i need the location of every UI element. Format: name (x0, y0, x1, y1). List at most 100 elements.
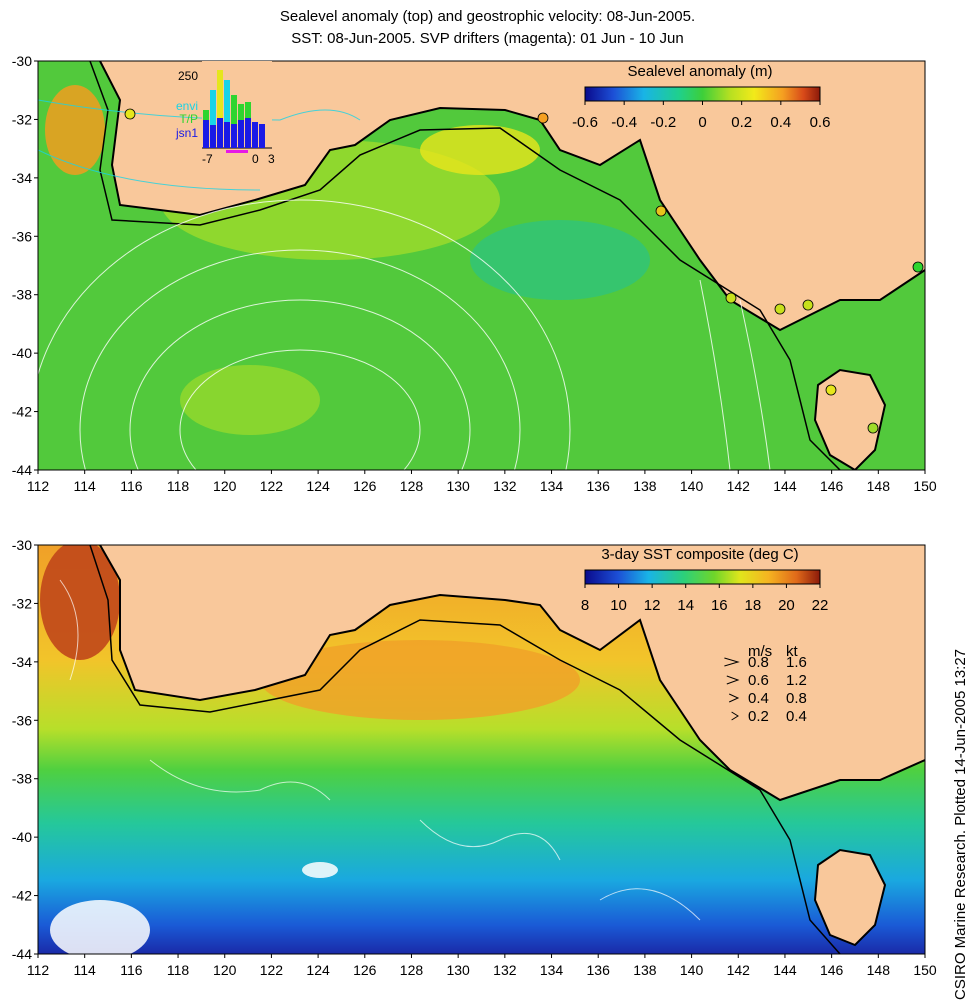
lon-tick-label: 134 (540, 478, 564, 494)
lat-tick-label: -42 (12, 888, 32, 904)
lat-tick-label: -34 (12, 170, 32, 186)
cloud-mask (302, 862, 338, 878)
lon-tick-label: 124 (306, 962, 330, 978)
lon-tick-label: 136 (587, 962, 611, 978)
sla-warm-patch (180, 365, 320, 435)
velocity-key-kt-header: kt (786, 643, 799, 660)
lon-tick-label: 120 (213, 962, 237, 978)
velocity-key-kt: 0.8 (786, 690, 807, 707)
sla-map-frame (37, 60, 926, 471)
inset-bar (217, 70, 223, 118)
lat-tick-label: -36 (12, 712, 32, 728)
drifter-marker (725, 292, 737, 304)
sst-map-panel: 3-day SST composite (deg C) 8 10 12 14 16 18 2… (37, 544, 926, 955)
velocity-key-ms: 0.6 (748, 672, 769, 689)
velocity-key-ms: 0.4 (748, 690, 769, 707)
lon-tick-label: 126 (353, 962, 377, 978)
lon-tick-label: 148 (867, 962, 891, 978)
sla-high-patch (420, 125, 540, 175)
colorbar-tick-label: 0.4 (770, 114, 791, 131)
lon-tick-label: 138 (633, 478, 657, 494)
velocity-key-ms-header: m/s (748, 643, 772, 660)
drifter-marker (774, 303, 786, 315)
drifter-marker (537, 112, 549, 124)
coastline (99, 545, 925, 802)
velocity-key-kt: 1.2 (786, 672, 807, 689)
lat-tick-label: -30 (12, 53, 32, 69)
lon-tick-label: 116 (120, 962, 143, 978)
drifter-marker (655, 205, 667, 217)
inset-x-label: -7 (202, 152, 213, 166)
colorbar-tick-label: 10 (610, 597, 627, 614)
sst-colorbar-ticks: 8 10 12 14 16 18 20 22 (581, 584, 829, 614)
lon-tick-label: 118 (167, 962, 190, 978)
sst-colorbar-title: 3-day SST composite (deg C) (601, 546, 798, 563)
lon-tick-label: 144 (773, 962, 797, 978)
colorbar-tick-label: 12 (644, 597, 661, 614)
velocity-key-ms: 0.8 (748, 654, 769, 671)
inset-bar (210, 125, 216, 148)
colorbar-tick-label: 16 (711, 597, 728, 614)
shelf-break-contour (89, 545, 841, 954)
sla-colorbar (584, 86, 821, 102)
lon-tick-label: 114 (74, 478, 97, 494)
sla-map-panel: 250 envi T/P jsn1 -7 0 3 Sealevel anomal… (37, 60, 926, 471)
drifter-marker (825, 384, 837, 396)
lon-tick-label: 114 (74, 962, 97, 978)
lon-tick-label: 134 (540, 962, 564, 978)
colorbar-tick-label: -0.6 (572, 114, 598, 131)
inset-bar (210, 90, 216, 125)
inset-bar (245, 102, 251, 118)
lon-tick-label: 138 (633, 962, 657, 978)
sst-colorbar (584, 569, 821, 585)
lat-tick-label: -40 (12, 345, 32, 361)
cloud-mask (50, 900, 150, 954)
sla-contours (38, 199, 771, 470)
sla-colorbar-ticks: -0.6 -0.4 -0.2 0 0.2 0.4 0.6 (572, 101, 830, 131)
velocity-key-arrow (728, 693, 740, 703)
lon-tick-label: 142 (727, 962, 751, 978)
lon-tick-label: 126 (353, 478, 377, 494)
lon-tick-label: 112 (27, 478, 50, 494)
inset-bar (238, 104, 244, 120)
colorbar-tick-label: 22 (812, 597, 829, 614)
sla-colorbar-title: Sealevel anomaly (m) (627, 63, 772, 80)
velocity-key-kt: 1.6 (786, 654, 807, 671)
colorbar-tick-label: 14 (677, 597, 694, 614)
inset-bar (252, 122, 258, 148)
lon-tick-label: 140 (680, 478, 704, 494)
lon-tick-label: 144 (773, 478, 797, 494)
inset-legend-jsn1: jsn1 (175, 126, 198, 140)
lon-tick-label: 112 (27, 962, 50, 978)
colorbar-tick-label: -0.2 (650, 114, 676, 131)
lon-tick-label: 128 (400, 962, 424, 978)
inset-ymax-label: 250 (178, 69, 198, 83)
lon-tick-label: 130 (446, 962, 470, 978)
inset-legend-envi: envi (176, 99, 198, 113)
velocity-key-arrow (724, 657, 740, 667)
colorbar-tick-label: 0.6 (810, 114, 831, 131)
lon-tick-label: 122 (260, 962, 284, 978)
inset-legend-tp: T/P (179, 112, 198, 126)
figure-title-line2: SST: 08-Jun-2005. SVP drifters (magenta)… (291, 30, 684, 47)
lon-tick-label: 142 (727, 478, 751, 494)
inset-x-label: 0 (252, 152, 259, 166)
drifter-marker (867, 422, 879, 434)
velocity-key-arrow (726, 675, 740, 685)
colorbar-tick-label: 0 (698, 114, 706, 131)
inset-bar (217, 118, 223, 148)
lon-tick-label: 150 (913, 962, 937, 978)
lat-tick-label: -40 (12, 829, 32, 845)
shelf-break-contour (89, 61, 841, 470)
inset-bar (231, 124, 237, 148)
inset-bar (259, 124, 265, 148)
drifter-marker (802, 299, 814, 311)
lon-tick-label: 148 (867, 478, 891, 494)
drifter-marker (912, 261, 924, 273)
velocity-key-arrow (731, 711, 739, 721)
inset-bar (224, 122, 230, 148)
colorbar-tick-label: 20 (778, 597, 795, 614)
figure-title-line1: Sealevel anomaly (top) and geostrophic v… (279, 8, 696, 25)
